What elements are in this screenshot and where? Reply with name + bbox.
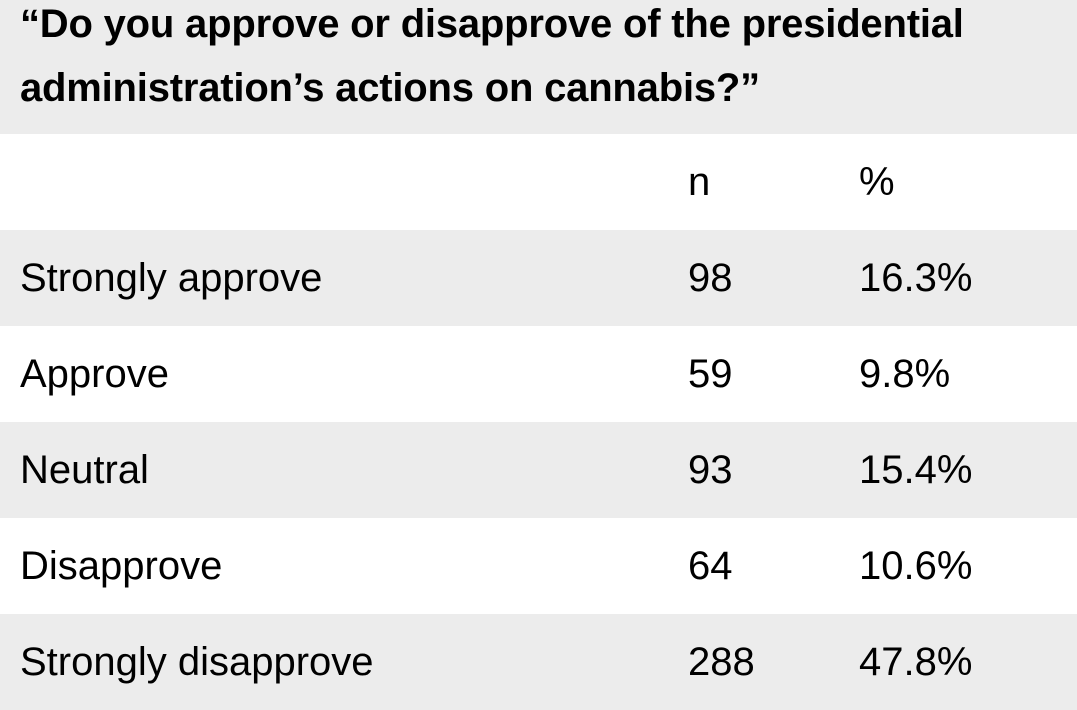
header-n: n	[688, 160, 711, 204]
header-percent: %	[859, 160, 895, 204]
row-n: 93	[688, 448, 733, 492]
row-n: 64	[688, 544, 733, 588]
row-label: Disapprove	[20, 544, 223, 588]
table-title-line-2: administration’s actions on cannabis?”	[20, 66, 760, 110]
row-label: Strongly disapprove	[20, 640, 374, 684]
row-percent: 10.6%	[859, 544, 973, 588]
row-percent: 16.3%	[859, 256, 973, 300]
row-n: 288	[688, 640, 755, 684]
table-row-strongly-approve: Strongly approve 98 16.3%	[0, 230, 1077, 326]
table-title: “Do you approve or disapprove of the pre…	[20, 0, 1050, 120]
row-n: 59	[688, 352, 733, 396]
row-label: Neutral	[20, 448, 149, 492]
table-row-strongly-disapprove: Strongly disapprove 288 47.8%	[0, 614, 1077, 710]
table-row-neutral: Neutral 93 15.4%	[0, 422, 1077, 518]
row-label: Strongly approve	[20, 256, 323, 300]
table-row-approve: Approve 59 9.8%	[0, 326, 1077, 422]
row-label: Approve	[20, 352, 169, 396]
row-percent: 15.4%	[859, 448, 973, 492]
table-title-block: “Do you approve or disapprove of the pre…	[0, 0, 1077, 134]
row-percent: 47.8%	[859, 640, 973, 684]
table-title-line-1: “Do you approve or disapprove of the pre…	[20, 2, 964, 46]
table-header-row: n %	[0, 134, 1077, 230]
row-percent: 9.8%	[859, 352, 951, 396]
table-row-disapprove: Disapprove 64 10.6%	[0, 518, 1077, 614]
row-n: 98	[688, 256, 733, 300]
